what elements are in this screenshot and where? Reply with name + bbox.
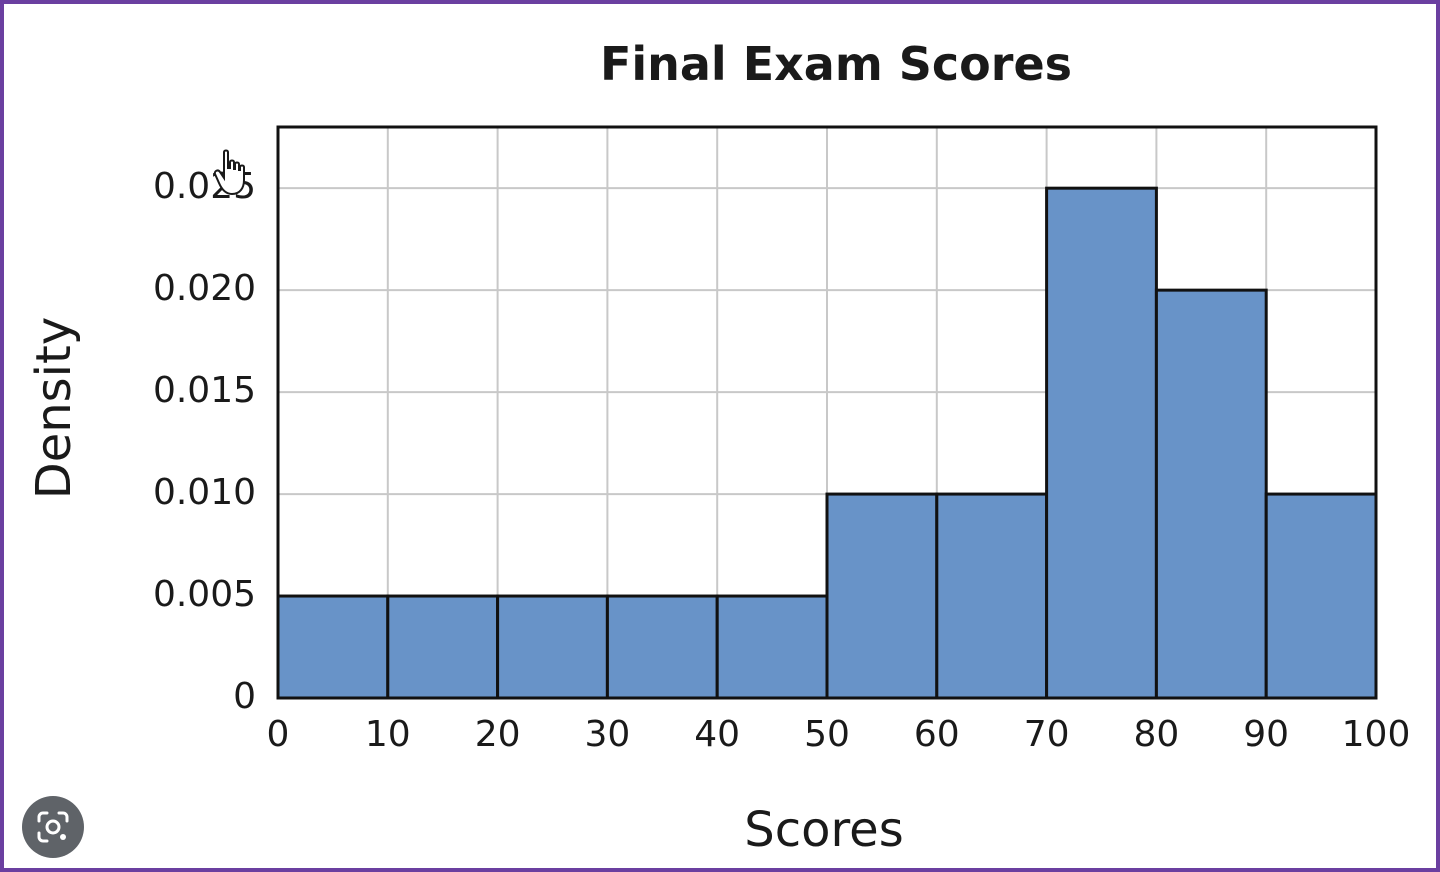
x-tick-label: 20 bbox=[475, 714, 521, 755]
chart-title: Final Exam Scores bbox=[600, 37, 1072, 91]
y-tick-label: 0.005 bbox=[153, 574, 256, 615]
hand-pointer-icon bbox=[213, 149, 245, 196]
y-tick-label: 0.010 bbox=[153, 472, 256, 513]
histogram-bar bbox=[605, 594, 719, 700]
x-tick-label: 0 bbox=[267, 714, 290, 755]
x-tick-label: 60 bbox=[914, 714, 960, 755]
x-tick-label: 70 bbox=[1024, 714, 1070, 755]
google-lens-icon bbox=[37, 811, 69, 843]
y-tick-label: 0 bbox=[233, 676, 256, 717]
y-axis-label: Density bbox=[26, 317, 82, 499]
x-tick-label: 50 bbox=[804, 714, 850, 755]
y-tick-label: 0.015 bbox=[153, 370, 256, 411]
google-lens-button[interactable] bbox=[22, 796, 84, 858]
histogram-bar bbox=[496, 594, 609, 700]
histogram-bar bbox=[1264, 492, 1378, 700]
histogram-bar bbox=[715, 594, 829, 700]
histogram-bar bbox=[276, 594, 390, 700]
x-axis-label: Scores bbox=[744, 802, 903, 858]
histogram-bar bbox=[825, 492, 939, 700]
histogram-bar bbox=[1045, 186, 1158, 700]
histogram-bar bbox=[386, 594, 500, 700]
y-tick-label: 0.020 bbox=[153, 268, 256, 309]
x-tick-label: 100 bbox=[1342, 714, 1411, 755]
x-tick-label: 80 bbox=[1133, 714, 1179, 755]
plot-border bbox=[276, 125, 1378, 700]
x-tick-label: 10 bbox=[365, 714, 411, 755]
histogram-bar bbox=[1154, 288, 1268, 700]
x-tick-labels: 0 10 20 30 40 50 60 70 80 90 100 bbox=[267, 714, 1411, 755]
x-tick-label: 30 bbox=[584, 714, 630, 755]
histogram-bar bbox=[935, 492, 1049, 700]
x-tick-label: 90 bbox=[1243, 714, 1289, 755]
x-tick-label: 40 bbox=[694, 714, 740, 755]
